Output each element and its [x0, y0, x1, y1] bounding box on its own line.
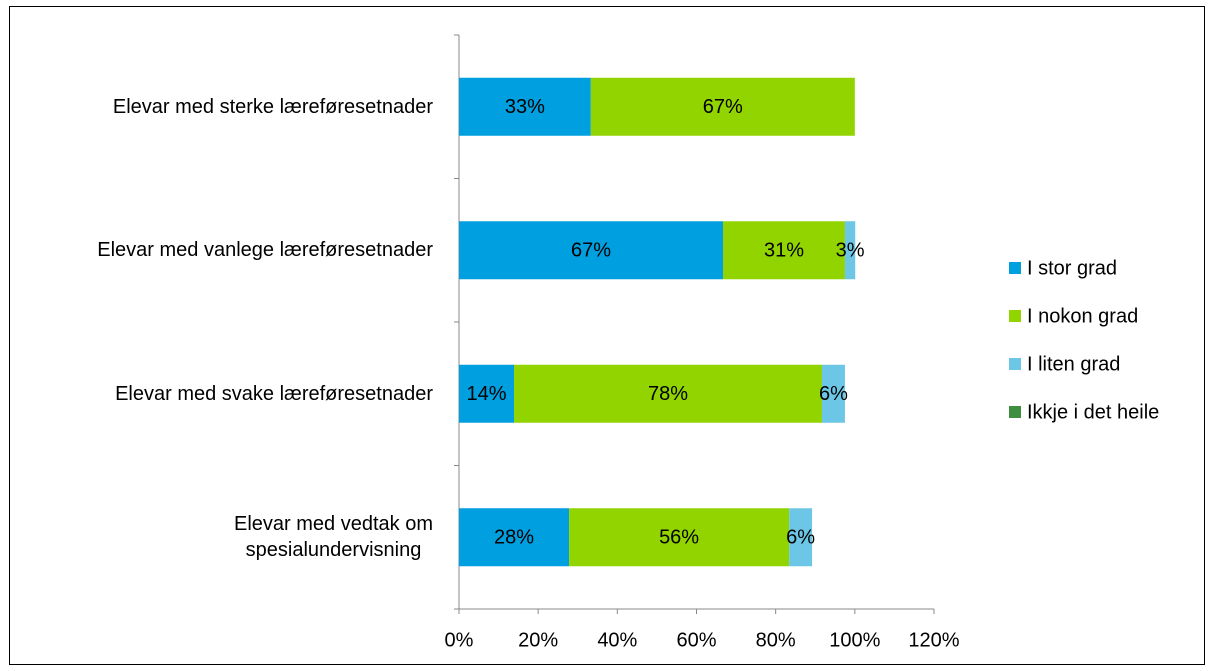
data-label: 3% — [836, 240, 865, 262]
bar-segment — [514, 364, 822, 423]
legend-swatch — [1009, 310, 1021, 322]
legend-label: I stor grad — [1027, 257, 1117, 279]
x-tick-label: 0% — [445, 629, 474, 651]
category-text: Elevar med vedtak om spesialundervisning — [234, 513, 433, 562]
bar-segment — [590, 77, 855, 136]
x-tick-label: 100% — [829, 629, 880, 651]
x-tick-label: 40% — [597, 629, 637, 651]
category-label: Elevar med svake læreføresetnader — [3, 381, 433, 407]
legend-label: I nokon grad — [1027, 305, 1138, 327]
bar-segment — [821, 364, 845, 423]
category-label: Elevar med vanlege læreføresetnader — [3, 237, 433, 263]
bar-segment — [459, 77, 591, 136]
legend-label: Ikkje i det heile — [1027, 401, 1159, 423]
data-label: 14% — [466, 383, 506, 405]
category-label: Elevar med sterke læreføresetnader — [3, 94, 433, 120]
chart-frame — [9, 6, 1205, 665]
x-tick-label: 20% — [518, 629, 558, 651]
data-label: 31% — [764, 240, 804, 262]
legend-swatch — [1009, 262, 1021, 274]
category-text: Elevar med svake læreføresetnader — [115, 382, 433, 405]
x-tick-label: 80% — [756, 629, 796, 651]
data-label: 78% — [648, 383, 688, 405]
data-label: 6% — [786, 527, 815, 549]
data-label: 67% — [571, 240, 611, 262]
bar-segment — [459, 221, 724, 280]
data-label: 33% — [505, 96, 545, 118]
bar-segment — [569, 508, 790, 567]
bar-segment — [459, 364, 515, 423]
legend-label: I liten grad — [1027, 353, 1120, 375]
bar-segment — [459, 508, 570, 567]
bar-segment — [789, 508, 813, 567]
data-label: 56% — [659, 527, 699, 549]
category-text: Elevar med sterke læreføresetnader — [112, 95, 433, 118]
data-label: 67% — [703, 96, 743, 118]
x-tick-label: 60% — [676, 629, 716, 651]
bar-segment — [723, 221, 845, 280]
data-label: 6% — [819, 383, 848, 405]
x-tick-label: 120% — [908, 629, 959, 651]
legend-swatch — [1009, 358, 1021, 370]
data-label: 28% — [494, 527, 534, 549]
category-label: Elevar med vedtak om spesialundervisning — [3, 511, 433, 563]
category-text: Elevar med vanlege læreføresetnader — [97, 239, 433, 262]
bar-segment — [844, 221, 856, 280]
legend-swatch — [1009, 406, 1021, 418]
